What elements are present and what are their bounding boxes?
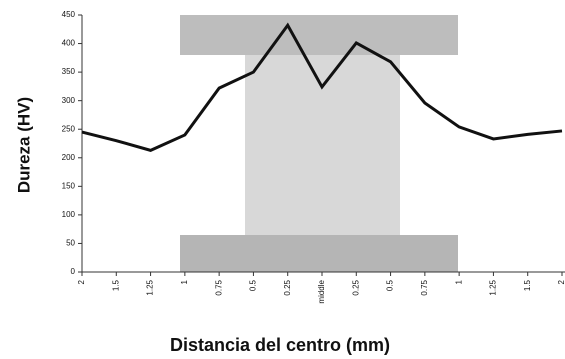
x-tick-label: 0.5 bbox=[249, 279, 258, 291]
top-plate bbox=[180, 15, 458, 55]
y-tick-label: 250 bbox=[62, 124, 76, 133]
x-tick-label: 0.75 bbox=[214, 279, 223, 295]
weld-zone bbox=[245, 55, 400, 235]
x-tick-label: 1.5 bbox=[523, 279, 532, 291]
background-image bbox=[180, 15, 458, 272]
y-tick-label: 450 bbox=[62, 10, 76, 19]
x-tick-label: 2 bbox=[557, 279, 565, 284]
x-tick-label: 1.25 bbox=[146, 279, 155, 295]
x-tick-label: 0.75 bbox=[420, 279, 429, 295]
x-tick-label: 1.5 bbox=[111, 279, 120, 291]
y-tick-label: 200 bbox=[62, 153, 76, 162]
x-tick-label: 2 bbox=[77, 279, 86, 284]
page: {"chart_data": {"type": "line", "y_label… bbox=[0, 0, 565, 359]
y-tick-label: 350 bbox=[62, 67, 76, 76]
x-tick-label: 0.25 bbox=[283, 279, 292, 295]
x-axis-label: Distancia del centro (mm) bbox=[170, 335, 390, 355]
y-tick-label: 100 bbox=[62, 210, 76, 219]
y-tick-label: 150 bbox=[62, 181, 76, 190]
x-tick-label: 0.5 bbox=[386, 279, 395, 291]
y-axis-label: Dureza (HV) bbox=[14, 97, 33, 193]
y-tick-label: 50 bbox=[66, 239, 75, 248]
x-tick-label: 1 bbox=[180, 279, 189, 284]
bottom-plate bbox=[180, 235, 458, 272]
chart: Dureza (HV) Distancia del centro (mm) 0 5… bbox=[0, 0, 565, 359]
y-tick-label: 0 bbox=[71, 267, 76, 276]
y-tick-label: 400 bbox=[62, 39, 76, 48]
y-tick-label: 300 bbox=[62, 96, 76, 105]
x-tick-label: 1 bbox=[454, 279, 463, 284]
x-tick-label: 0.25 bbox=[351, 279, 360, 295]
x-tick-label: middle bbox=[317, 279, 326, 303]
x-tick-label: 1.25 bbox=[489, 279, 498, 295]
